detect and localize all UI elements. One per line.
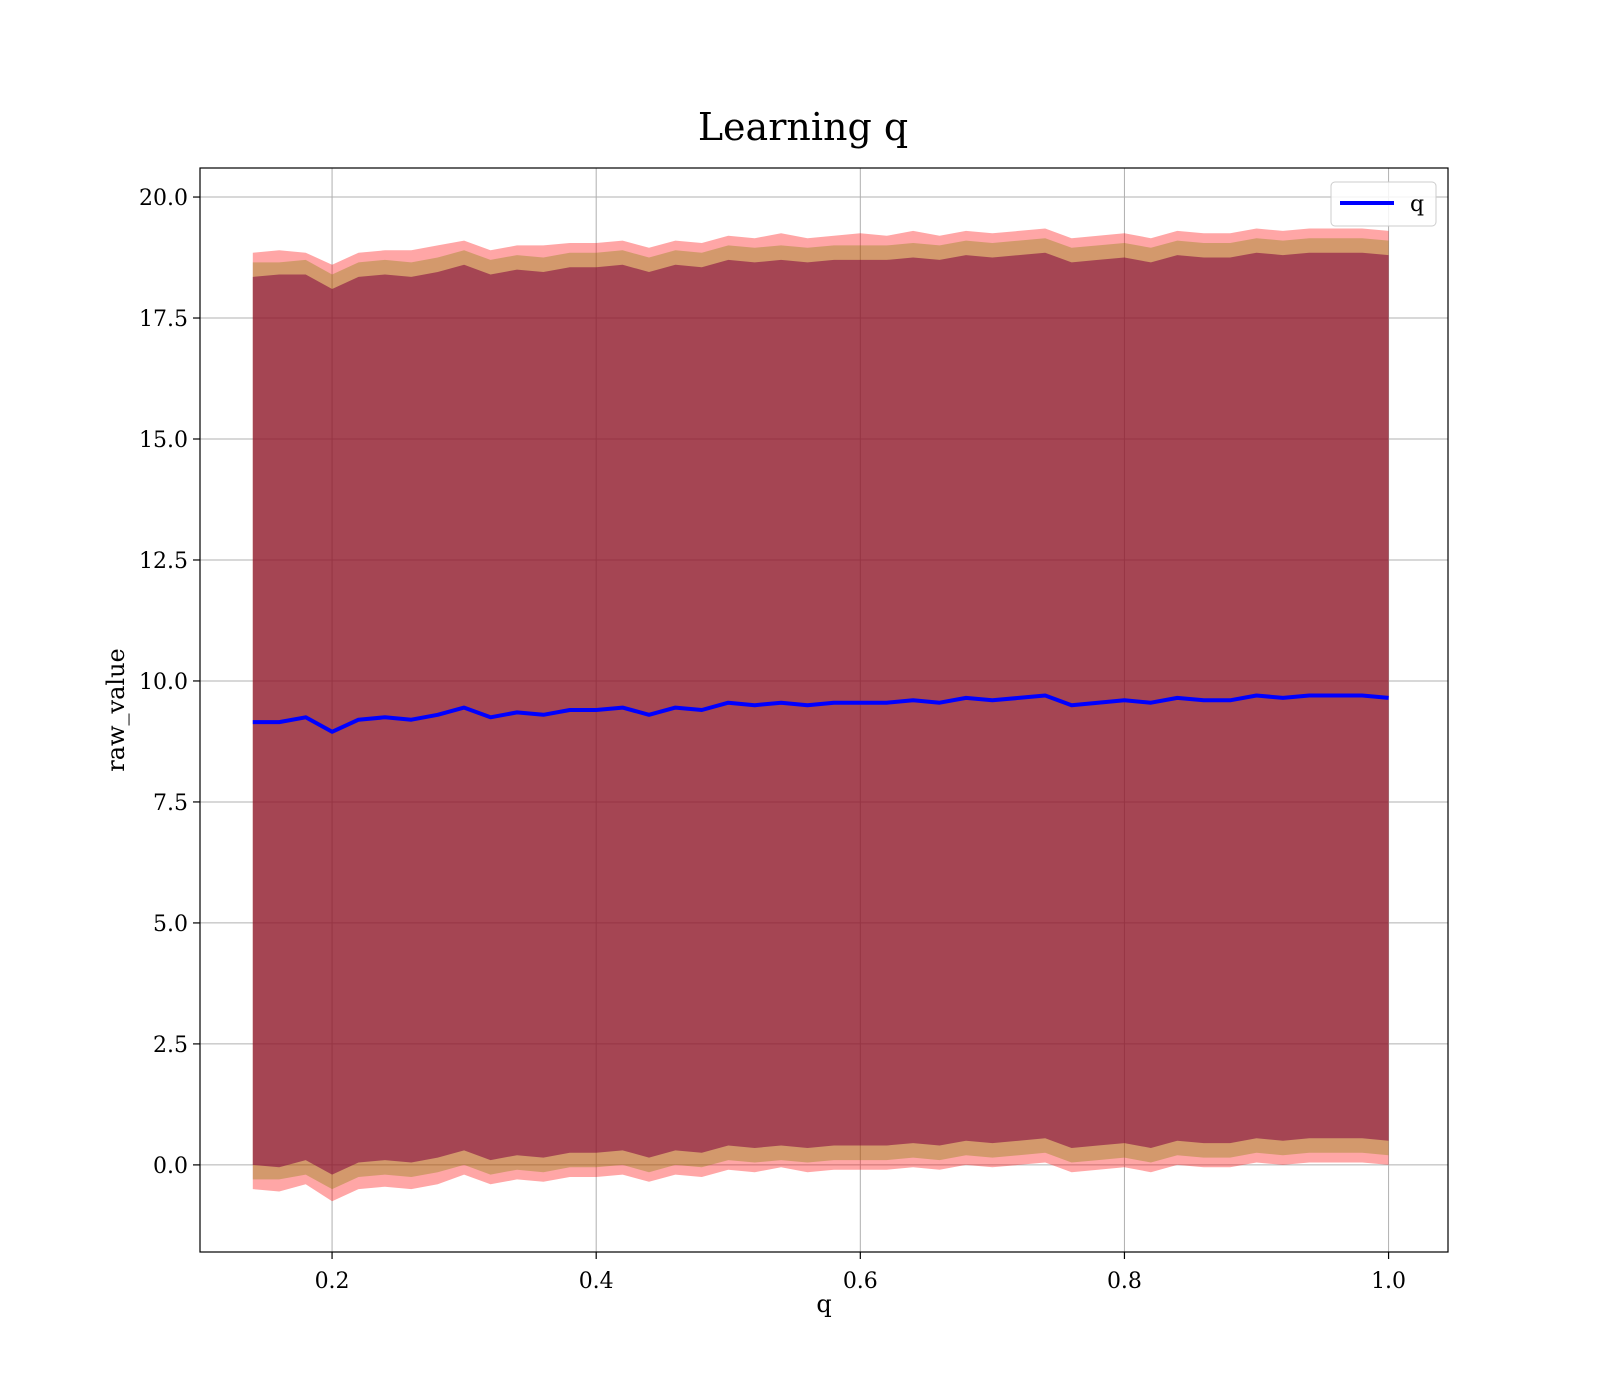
y-tick-label: 2.5 [153, 1033, 188, 1058]
legend-label-q: q [1410, 192, 1424, 217]
chart-title: Learning q [698, 105, 908, 149]
series-line-q [252, 693, 1389, 734]
x-tick-label: 0.6 [843, 1269, 878, 1294]
y-tick-label: 12.5 [139, 549, 188, 574]
y-tick-label: 10.0 [139, 670, 188, 695]
x-tick-label: 0.8 [1107, 1269, 1142, 1294]
y-tick-label: 0.0 [153, 1154, 188, 1179]
line-layer [252, 693, 1389, 734]
confidence-band-3 [252, 252, 1389, 1175]
band-layer [252, 228, 1389, 1202]
x-axis-label: q [816, 1290, 831, 1318]
plot-frame [199, 167, 1449, 1253]
y-tick-label: 7.5 [153, 791, 188, 816]
y-axis-label: raw_value [102, 648, 130, 772]
y-tick-label: 17.5 [139, 307, 188, 332]
x-tick-label: 0.2 [315, 1269, 350, 1294]
y-tick-label: 5.0 [153, 912, 188, 937]
tick-layer: 0.2 0.4 0.6 0.8 1.0 0.0 2.5 5.0 7.5 10.0 12.5 15.0 1… [139, 186, 1406, 1294]
legend: q [1330, 181, 1437, 227]
y-tick-label: 20.0 [139, 186, 188, 211]
x-tick-label: 0.4 [579, 1269, 614, 1294]
x-tick-label: 1.0 [1371, 1269, 1406, 1294]
y-tick-label: 15.0 [139, 428, 188, 453]
